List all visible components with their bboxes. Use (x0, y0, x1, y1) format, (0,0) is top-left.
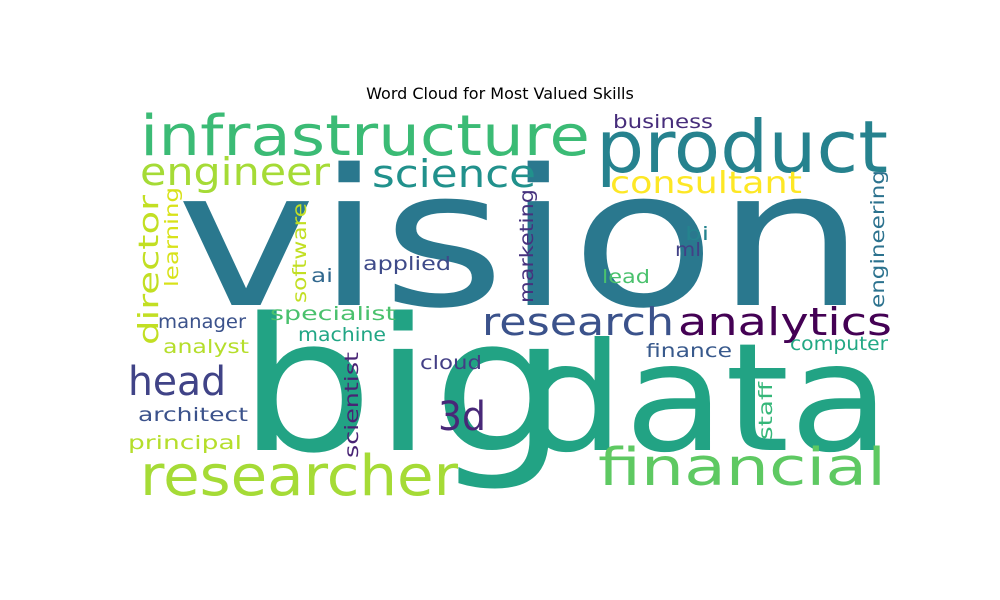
word-engineer: engineer (140, 150, 330, 194)
word-science: science (372, 152, 536, 196)
word-finance: finance (646, 340, 732, 362)
word-architect: architect (138, 404, 248, 426)
word-research: research (482, 300, 674, 344)
word-researcher: researcher (140, 444, 459, 509)
word-ml: ml (675, 239, 701, 261)
chart-title: Word Cloud for Most Valued Skills (366, 84, 634, 103)
word-bi: bi (685, 223, 709, 245)
word-engineering: engineering (867, 170, 889, 308)
word-learning: learning (161, 187, 183, 287)
word-big: big (238, 278, 568, 494)
word-lead: lead (602, 266, 650, 288)
word-computer: computer (790, 333, 888, 355)
word-head: head (128, 359, 226, 405)
word-director: director (132, 194, 165, 345)
word-software: software (289, 203, 311, 303)
word-product: product (596, 105, 888, 189)
word-specialist: specialist (270, 303, 396, 325)
word-consultant: consultant (610, 166, 802, 201)
word-analytics: analytics (678, 300, 892, 344)
word-manager: manager (158, 311, 246, 333)
word-vision: vision (176, 129, 866, 350)
word-staff: staff (755, 381, 777, 440)
word-machine: machine (298, 324, 386, 346)
word-3d: 3d (438, 394, 486, 440)
word-analyst: analyst (163, 336, 249, 358)
word-infrastructure: infrastructure (140, 104, 590, 169)
word-business: business (613, 111, 713, 133)
word-ai: ai (311, 265, 333, 287)
word-marketing: marketing (516, 189, 538, 303)
word-applied: applied (363, 253, 451, 275)
word-scientist: scientist (341, 352, 363, 458)
word-financial: financial (598, 438, 886, 498)
word-data: data (520, 312, 890, 486)
word-principal: principal (128, 432, 242, 454)
word-cloud: cloud (420, 352, 482, 374)
